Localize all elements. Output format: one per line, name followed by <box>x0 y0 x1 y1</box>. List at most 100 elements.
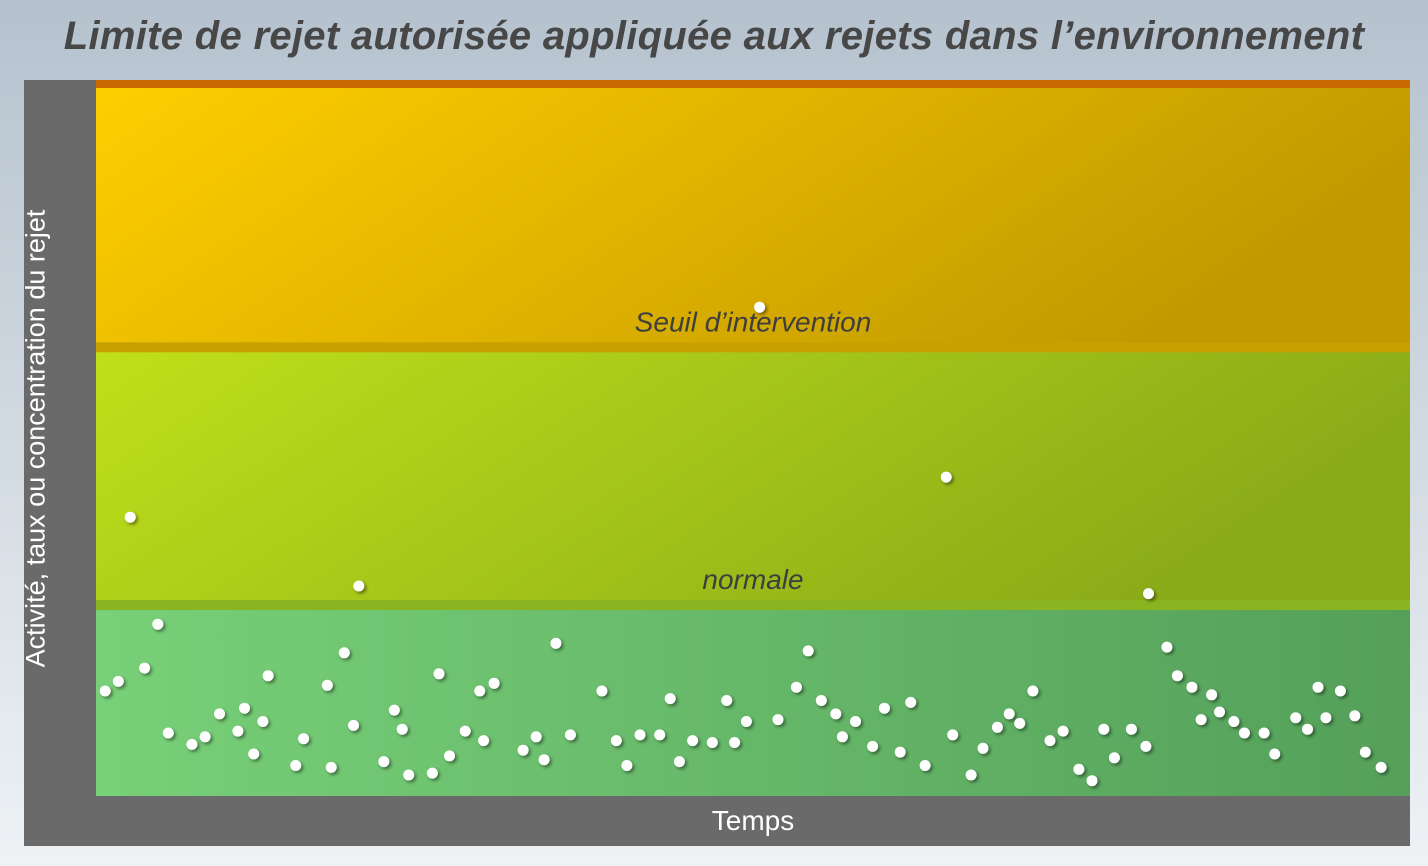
zone-3 <box>96 80 1410 348</box>
data-point <box>721 695 733 706</box>
data-point <box>1027 685 1039 697</box>
data-point <box>634 729 646 741</box>
data-point <box>1375 761 1387 773</box>
zone-2 <box>96 347 1410 606</box>
data-point <box>1312 681 1324 693</box>
data-point <box>1206 689 1218 701</box>
y-axis-label: Activité, taux ou concentration du rejet <box>20 209 51 667</box>
data-point <box>1044 735 1056 747</box>
data-point <box>1171 670 1183 682</box>
data-point <box>1057 725 1069 737</box>
plot-area: normale Seuil d’intervention <box>96 80 1410 796</box>
data-point <box>1108 752 1120 764</box>
data-point <box>444 750 455 762</box>
data-point <box>687 735 699 747</box>
data-point <box>1228 716 1240 727</box>
data-point <box>1014 717 1026 729</box>
data-point <box>1003 708 1015 720</box>
data-point <box>1238 727 1250 739</box>
data-point <box>850 716 861 727</box>
data-point <box>1349 710 1361 722</box>
data-point <box>353 580 365 592</box>
data-point <box>214 708 225 720</box>
data-point <box>426 767 438 779</box>
data-point <box>403 769 415 781</box>
data-point <box>1269 748 1281 760</box>
data-point <box>610 735 622 747</box>
data-point <box>1258 727 1270 739</box>
data-point <box>905 696 917 708</box>
data-point <box>654 729 666 741</box>
data-point <box>348 719 359 731</box>
data-point <box>530 731 542 743</box>
data-point <box>977 742 989 754</box>
data-point <box>867 740 879 752</box>
data-point <box>790 681 802 693</box>
data-point <box>298 733 310 745</box>
data-point <box>517 744 529 756</box>
data-point <box>538 754 550 766</box>
data-point <box>262 670 274 682</box>
data-point <box>1125 723 1137 735</box>
y-axis-label-container: Activité, taux ou concentration du rejet <box>0 80 72 796</box>
data-point <box>550 637 562 649</box>
threshold-band <box>96 600 1410 611</box>
data-point <box>621 760 633 771</box>
data-point <box>947 729 959 741</box>
data-point <box>478 735 490 747</box>
data-point <box>1143 588 1154 600</box>
data-point <box>378 756 390 768</box>
data-point <box>186 738 198 750</box>
threshold-band <box>96 80 1410 88</box>
data-point <box>802 645 814 657</box>
data-point <box>965 769 977 781</box>
data-point <box>836 731 848 743</box>
data-point <box>199 731 211 743</box>
data-point <box>564 729 576 741</box>
data-point <box>152 618 164 630</box>
data-point <box>459 725 471 737</box>
data-point <box>1086 775 1098 787</box>
data-point <box>664 693 676 705</box>
data-point <box>1140 740 1152 752</box>
data-point <box>290 760 302 771</box>
data-point <box>1195 714 1207 726</box>
data-point <box>1186 681 1198 693</box>
data-point <box>257 716 269 727</box>
data-point <box>815 695 827 706</box>
data-point <box>433 668 445 680</box>
data-point <box>830 708 842 720</box>
data-point <box>239 702 250 714</box>
data-point <box>991 721 1003 733</box>
threshold-band <box>96 342 1410 353</box>
data-point <box>321 679 333 691</box>
data-point <box>1359 746 1371 758</box>
data-point <box>139 662 151 674</box>
data-point <box>396 723 408 735</box>
data-point <box>474 685 486 697</box>
data-point <box>1290 712 1302 724</box>
data-point <box>1302 723 1313 735</box>
data-point <box>99 685 111 697</box>
data-point <box>325 761 337 773</box>
data-point <box>754 301 766 313</box>
data-point <box>1214 706 1225 718</box>
x-axis-label: Temps <box>711 805 795 836</box>
data-point <box>162 727 174 739</box>
data-point <box>772 714 784 726</box>
chart-title: Limite de rejet autorisée appliquée aux … <box>63 14 1365 58</box>
data-point <box>1073 763 1085 775</box>
data-point <box>232 725 244 737</box>
data-point <box>1161 641 1173 653</box>
threshold-label: normale <box>702 564 803 595</box>
data-point <box>919 760 931 771</box>
data-point <box>1320 712 1332 724</box>
data-point <box>894 746 906 758</box>
data-point <box>940 471 952 483</box>
zone-1 <box>96 605 1410 796</box>
data-point <box>673 756 685 768</box>
threshold-label: Seuil d’intervention <box>635 306 872 337</box>
data-point <box>488 677 500 689</box>
data-point <box>706 737 718 748</box>
data-point <box>338 647 350 659</box>
